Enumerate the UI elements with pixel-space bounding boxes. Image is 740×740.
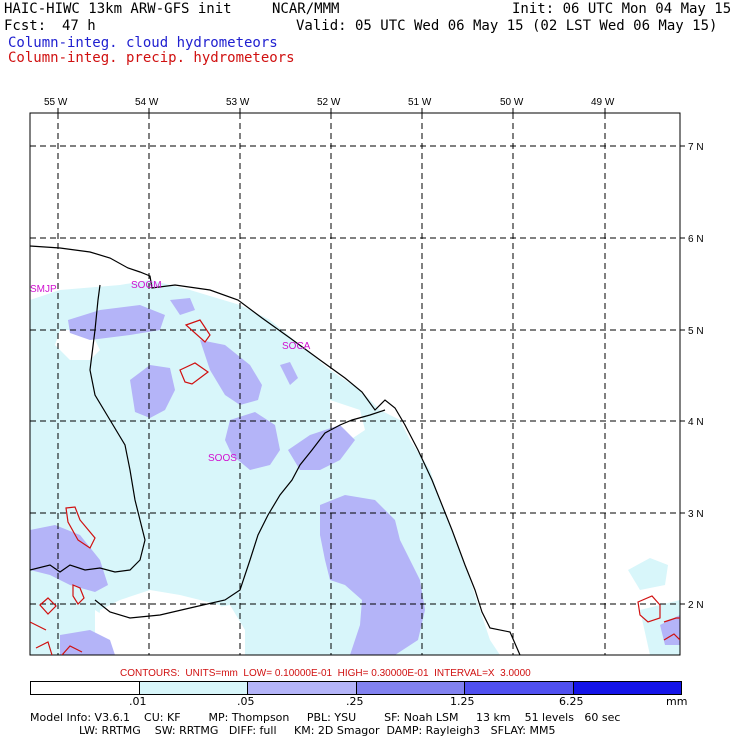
lat-label: 7 N [688, 142, 704, 153]
lat-labels: 7 N 6 N 5 N 4 N 3 N 2 N [688, 142, 704, 611]
station-soos: SOOS [208, 453, 237, 464]
lat-lon-grid [30, 113, 680, 655]
lon-label: 52 W [317, 97, 341, 108]
colorbar-segment [465, 682, 574, 694]
colorbar-segment [356, 682, 465, 694]
org-label: NCAR/MMM [272, 1, 340, 17]
station-soca: SOCA [282, 341, 311, 352]
station-smjp: SMJP [30, 284, 57, 295]
map-frame [29, 112, 681, 656]
colorbar-segment [31, 682, 140, 694]
lat-label: 2 N [688, 600, 704, 611]
lon-labels: 55 W 54 W 53 W 52 W 51 W 50 W 49 W [44, 97, 615, 108]
colorbar-tick: .01 [129, 695, 147, 708]
colorbar-tick: .25 [346, 695, 364, 708]
init-time: Init: 06 UTC Mon 04 May 15 [512, 1, 732, 17]
colorbar [30, 681, 682, 695]
precip-contours [30, 319, 680, 655]
field-precip-label: Column-integ. precip. hydrometeors [8, 50, 295, 66]
fcst-value: 47 h [62, 18, 96, 34]
station-sogm: SOGM [131, 280, 162, 291]
colorbar-tick: 1.25 [450, 695, 475, 708]
model-info-line1: Model Info: V3.6.1 CU: KF MP: Thompson P… [30, 711, 621, 724]
colorbar-units: mm [666, 695, 688, 708]
colorbar-tick: 6.25 [559, 695, 584, 708]
valid-time: Valid: 05 UTC Wed 06 May 15 (02 LST Wed … [296, 18, 718, 34]
field-cloud-label: Column-integ. cloud hydrometeors [8, 35, 278, 51]
colorbar-segment [248, 682, 357, 694]
colorbar-segment [573, 682, 681, 694]
lon-label: 54 W [135, 97, 159, 108]
lat-label: 4 N [688, 417, 704, 428]
lon-label: 50 W [500, 97, 524, 108]
colorbar-tick: .05 [237, 695, 255, 708]
axis-ticks [57, 108, 685, 605]
contours-info: CONTOURS: UNITS=mm LOW= 0.10000E-01 HIGH… [120, 668, 531, 679]
fcst-label: Fcst: [4, 18, 47, 34]
coastlines-borders [30, 245, 521, 655]
lat-label: 3 N [688, 509, 704, 520]
hydrometeor-shading [30, 280, 680, 655]
colorbar-segment [139, 682, 248, 694]
model-info-line2: LW: RRTMG SW: RRTMG DIFF: full KM: 2D Sm… [30, 724, 556, 737]
lat-label: 5 N [688, 326, 704, 337]
model-title: HAIC-HIWC 13km ARW-GFS init [4, 1, 232, 17]
lon-label: 55 W [44, 97, 68, 108]
lon-label: 49 W [591, 97, 615, 108]
map-panel: SMJP SOGM SOCA SOOS 55 W 54 W 53 W 52 W … [29, 97, 704, 656]
lon-label: 51 W [408, 97, 432, 108]
lon-label: 53 W [226, 97, 250, 108]
lat-label: 6 N [688, 234, 704, 245]
station-labels: SMJP SOGM SOCA SOOS [30, 280, 311, 464]
